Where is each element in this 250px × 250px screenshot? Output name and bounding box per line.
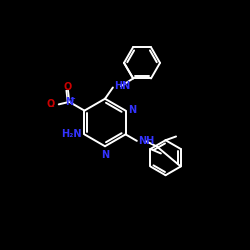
Text: +: +: [70, 96, 75, 102]
Text: N: N: [101, 150, 109, 160]
Text: O: O: [64, 82, 72, 92]
Text: NH: NH: [138, 136, 154, 146]
Text: −: −: [47, 102, 54, 112]
Text: H₂N: H₂N: [61, 130, 82, 140]
Text: N: N: [128, 105, 136, 115]
Text: HN: HN: [114, 81, 130, 91]
Text: O: O: [47, 100, 55, 110]
Text: N: N: [65, 97, 73, 107]
